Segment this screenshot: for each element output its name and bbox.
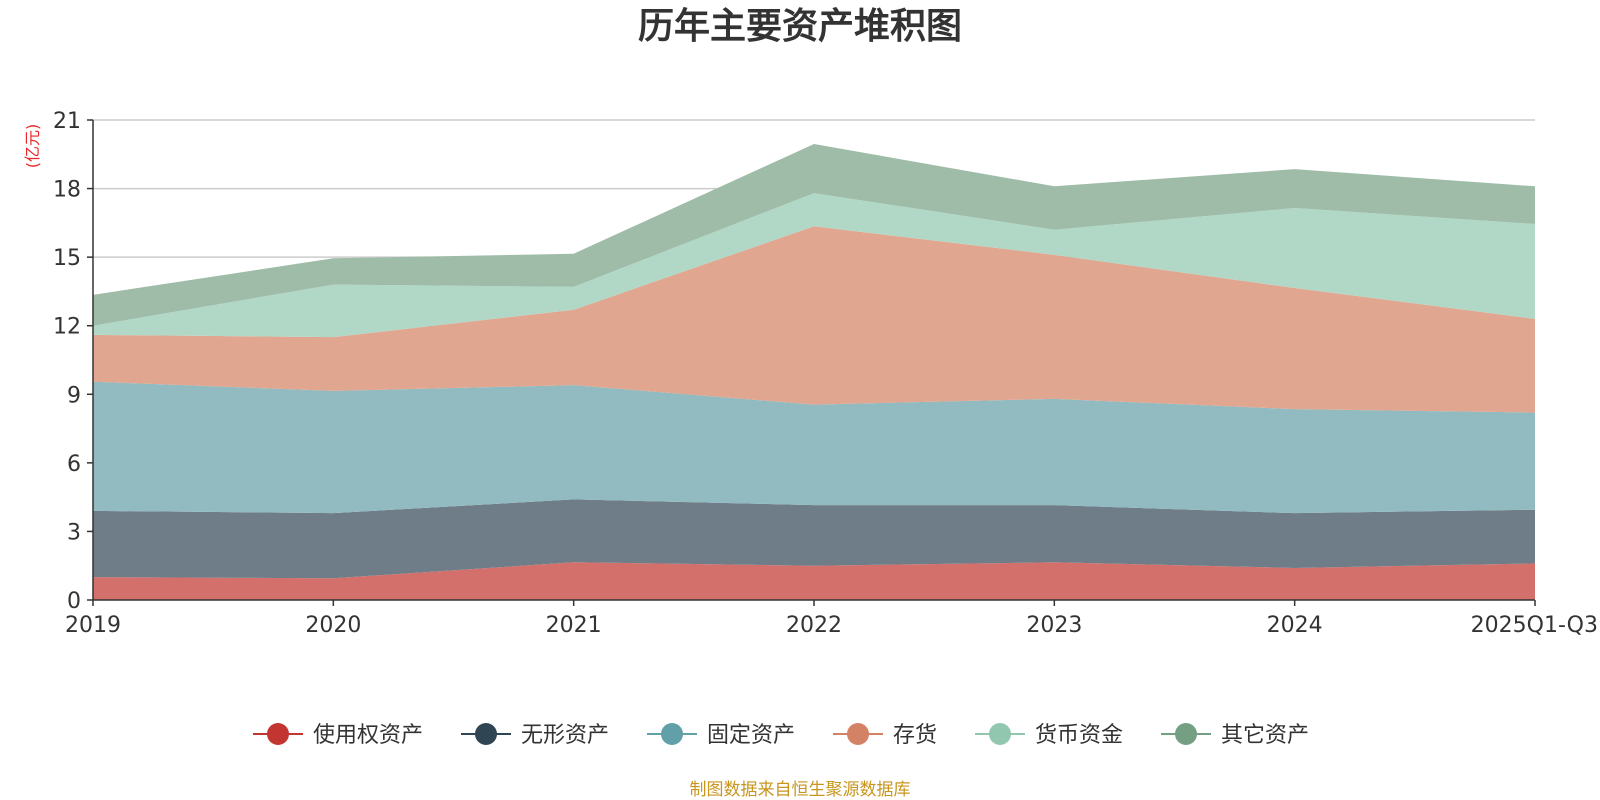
x-tick-label: 2022 bbox=[786, 613, 842, 638]
legend-item-4[interactable]: 存货 bbox=[833, 723, 937, 748]
area-series-layer bbox=[93, 144, 1535, 600]
legend-label: 固定资产 bbox=[707, 723, 795, 748]
area-series-5[interactable] bbox=[93, 193, 1535, 338]
chart-title: 历年主要资产堆积图 bbox=[638, 6, 962, 47]
legend-label: 使用权资产 bbox=[313, 723, 423, 748]
x-tick-label: 2021 bbox=[546, 613, 602, 638]
legend-item-1[interactable]: 使用权资产 bbox=[253, 723, 423, 748]
legend-item-6[interactable]: 其它资产 bbox=[1161, 723, 1309, 748]
y-tick-label: 15 bbox=[53, 246, 81, 271]
x-tick-label: 2024 bbox=[1267, 613, 1323, 638]
y-tick-label: 9 bbox=[67, 383, 81, 408]
legend-item-5[interactable]: 货币资金 bbox=[975, 723, 1123, 748]
legend-label: 无形资产 bbox=[521, 723, 609, 748]
area-series-1[interactable] bbox=[93, 562, 1535, 600]
x-tick-label: 2020 bbox=[305, 613, 361, 638]
x-tick-label: 2025Q1-Q3 bbox=[1471, 613, 1598, 638]
legend[interactable]: 使用权资产 无形资产 固定资产 存货 货币资金 其它资产 bbox=[253, 723, 1309, 748]
y-tick-label: 6 bbox=[67, 452, 81, 477]
area-series-4[interactable] bbox=[93, 226, 1535, 413]
legend-item-2[interactable]: 无形资产 bbox=[461, 723, 609, 748]
y-tick-label: 21 bbox=[53, 109, 81, 134]
area-series-3[interactable] bbox=[93, 381, 1535, 514]
source-note: 制图数据来自恒生聚源数据库 bbox=[690, 780, 911, 800]
legend-dot-marker bbox=[989, 723, 1011, 745]
legend-dot-marker bbox=[475, 723, 497, 745]
legend-label: 其它资产 bbox=[1221, 723, 1309, 748]
y-tick-label: 18 bbox=[53, 178, 81, 203]
y-tick-label: 12 bbox=[53, 315, 81, 340]
legend-label: 货币资金 bbox=[1035, 723, 1123, 748]
legend-dot-marker bbox=[661, 723, 683, 745]
y-tick-label: 0 bbox=[67, 589, 81, 614]
x-tick-label: 2023 bbox=[1026, 613, 1082, 638]
y-tick-label: 3 bbox=[67, 520, 81, 545]
area-series-2[interactable] bbox=[93, 499, 1535, 579]
legend-dot-marker bbox=[847, 723, 869, 745]
legend-dot-marker bbox=[1175, 723, 1197, 745]
legend-label: 存货 bbox=[893, 723, 937, 748]
y-axis-unit-label: (亿元) bbox=[23, 124, 42, 169]
legend-item-3[interactable]: 固定资产 bbox=[647, 723, 795, 748]
area-series-6[interactable] bbox=[93, 144, 1535, 326]
axes: 0 3 6 9 12 15 18 21 2019 2020 2021 2022 2023 2024 2025… bbox=[53, 109, 1598, 638]
legend-dot-marker bbox=[267, 723, 289, 745]
x-tick-label: 2019 bbox=[65, 613, 121, 638]
